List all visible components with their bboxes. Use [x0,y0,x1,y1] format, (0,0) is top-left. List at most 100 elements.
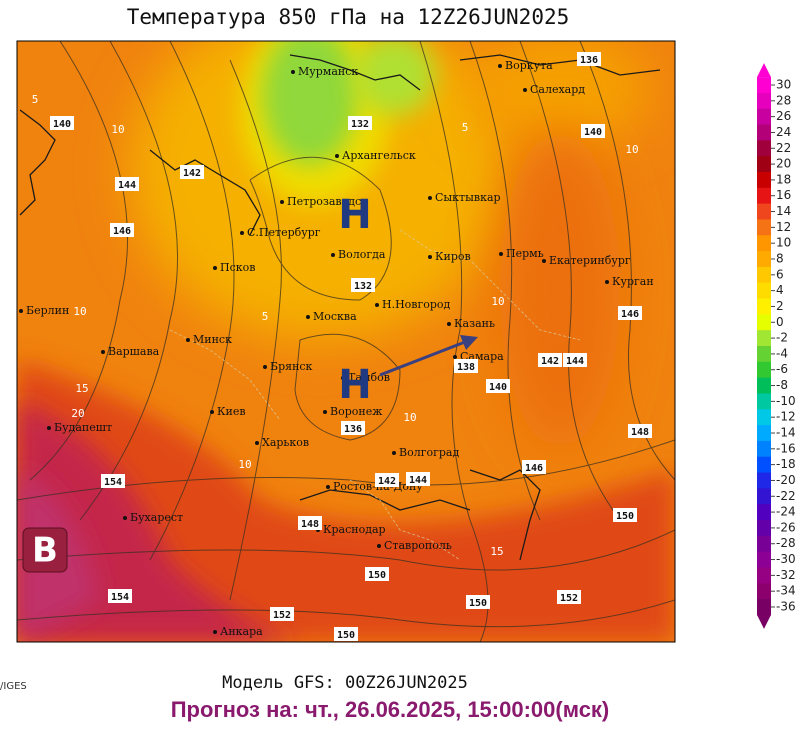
temperature-label: 5 [32,93,39,106]
colorbar-swatch [757,583,771,600]
city-dot [377,544,381,548]
city-dot [186,338,190,342]
height-label-box [180,165,204,179]
colorbar-swatch [757,298,771,315]
city-label: Варшава [108,345,160,358]
temperature-label: 15 [490,545,503,558]
colorbar-label: -30 [776,552,796,566]
height-label-box [115,177,139,191]
city-label: Воронеж [330,405,382,418]
height-label: 144 [566,356,584,367]
city-dot [240,231,244,235]
colorbar-label: 0 [776,315,784,329]
colorbar-label: 12 [776,220,791,234]
colorbar-label: 10 [776,236,791,250]
colorbar-label: -34 [776,584,796,598]
city-dot [542,259,546,263]
colorbar-swatch [757,156,771,173]
city-label: Салехард [530,83,585,96]
height-label-box [270,607,294,621]
height-label-box [50,116,74,130]
height-label-box [341,421,365,435]
colorbar-label: 8 [776,252,784,266]
height-label: 154 [111,592,129,603]
height-label: 148 [301,519,319,530]
colorbar-label: 2 [776,299,784,313]
city-dot [19,309,23,313]
colorbar-swatch [757,425,771,442]
city-label: Берлин [26,304,69,317]
city-label: Киров [435,250,471,263]
city-dot [392,451,396,455]
height-label-box [613,508,637,522]
temperature-label: 10 [491,295,504,308]
height-label-box [101,474,125,488]
height-label: 136 [344,424,362,435]
colorbar-swatch [757,266,771,284]
height-label: 150 [337,630,355,641]
colorbar-swatch [757,124,771,141]
colorbar-swatch [757,361,771,379]
colorbar-label: -24 [776,505,796,519]
city-label: Будапешт [54,421,112,434]
height-label: 144 [409,475,427,486]
city-label: Москва [313,310,357,323]
height-label-box [110,223,134,237]
colorbar-swatch [757,346,771,363]
height-label: 150 [469,598,487,609]
colorbar-label: -36 [776,600,796,614]
city-dot [210,410,214,414]
height-label: 132 [351,119,369,130]
height-label-box [557,590,581,604]
colorbar-swatch [757,330,771,347]
temperature-label: 15 [75,382,88,395]
city-dot [213,630,217,634]
colorbar-label: -6 [776,362,788,376]
height-label: 146 [621,309,639,320]
arrow-head [460,335,478,350]
colorbar-label: -12 [776,410,796,424]
city-dot [499,252,503,256]
colorbar-swatch [757,314,771,331]
height-label-box [406,472,430,486]
city-label: Харьков [262,436,309,449]
city-dot [375,303,379,307]
city-dot [101,350,105,354]
city-dot [326,485,330,489]
height-label: 140 [53,119,71,130]
city-dot [523,88,527,92]
city-label: Курган [612,275,654,288]
city-label: Краснодар [323,523,386,536]
city-dot [280,200,284,204]
height-label: 142 [541,356,559,367]
height-label: 142 [183,168,201,179]
temperature-label: 5 [462,121,469,134]
colorbar-swatch [757,235,771,252]
colorbar-swatch [757,599,771,616]
colorbar-label: -8 [776,378,788,392]
city-dot [255,441,259,445]
height-label-box [577,52,601,66]
height-label: 140 [584,127,602,138]
city-label: Анкара [220,625,263,638]
colorbar-label: 30 [776,78,791,92]
colorbar-label: 26 [776,109,791,123]
city-label: Волгоград [399,446,459,459]
colorbar-label: -4 [776,346,788,360]
colorbar-swatch [757,440,771,458]
city-label: Бухарест [130,511,183,524]
city-label: Минск [193,333,232,346]
city-label: Киев [217,405,246,418]
colorbar-label: 20 [776,157,791,171]
low-center: Н [338,192,371,238]
height-label-box [351,278,375,292]
temperature-label: 10 [238,458,251,471]
city-label: Пермь [506,247,544,260]
city-dot [323,410,327,414]
source: /IGES [0,681,27,692]
city-label: Воркута [505,59,553,72]
map-frame [16,40,676,643]
city-label: С.Петербург [247,226,321,239]
colorbar-label: 18 [776,172,791,186]
